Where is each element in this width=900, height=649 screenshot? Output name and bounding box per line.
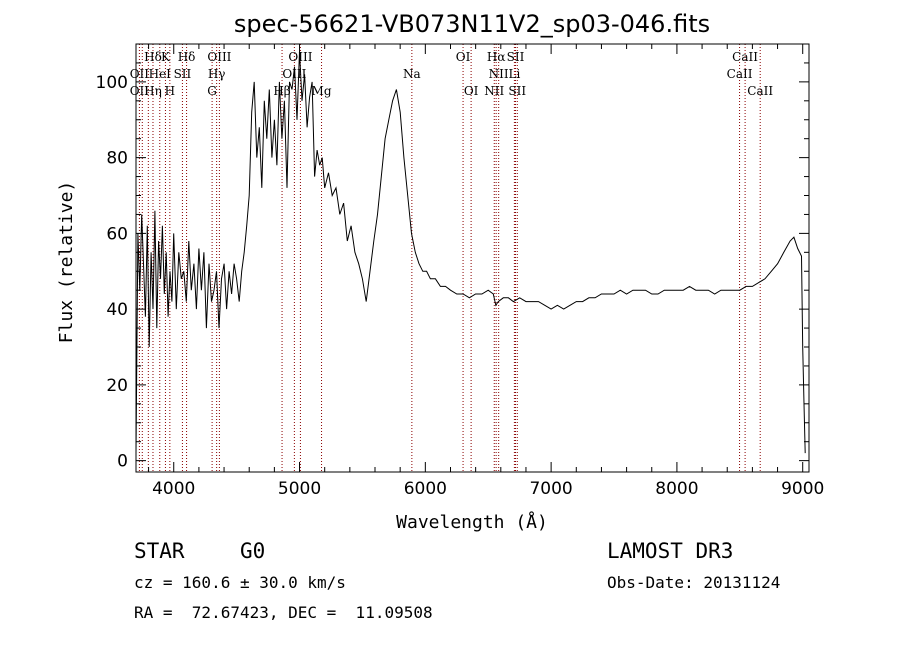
line-label-lines_row2-1: HeI [149,67,172,81]
y-tick-label-5: 100 [96,73,128,93]
y-axis-label: Flux (relative) [56,181,77,344]
line-label-lines_row2-6: NII [489,67,509,81]
ra-dec: RA = 72.67423, DEC = 11.09508 [134,603,433,622]
line-label-lines_row3-5: Mg [312,84,332,98]
line-label-lines_row2-4: OIII [282,67,306,81]
spectrum-chart: spec-56621-VB073N11V2_sp03-046.fits 4000… [56,10,824,533]
y-tick-label-0: 0 [117,452,128,472]
line-label-lines_row2-8: CaII [727,67,753,81]
line-label-lines_row3-7: NII [484,84,504,98]
object-subclass: G0 [240,539,266,563]
line-label-lines_row1-8: CaII [732,50,758,64]
line-label-lines_row1-6: Hα [487,50,506,64]
survey-name: LAMOST DR3 [607,539,734,563]
x-tick-label-0: 4000 [152,479,195,499]
line-label-lines_row3-8: SII [508,84,526,98]
line-label-lines_row3-9: CaII [747,84,773,98]
line-label-lines_row2-7: Li [508,67,520,81]
line-label-lines_row3-4: Hβ [273,84,290,98]
x-axis-label: Wavelength (Å) [396,511,548,533]
plot-frame [135,43,810,473]
line-label-lines_row3-3: G [207,84,217,98]
line-label-lines_row3-6: OI [464,84,479,98]
obs-date: Obs-Date: 20131124 [607,573,781,592]
line-label-lines_row1-3: OIII [207,50,231,64]
y-tick-label-1: 20 [106,376,128,396]
line-label-lines_row1-5: OI [456,50,471,64]
spectrum-line [135,51,806,454]
line-label-lines_row1-7: SII [507,50,525,64]
x-tick-label-1: 5000 [278,479,321,499]
line-label-lines_row3-0: OII [130,84,150,98]
x-tick-label-2: 6000 [404,479,447,499]
line-label-lines_row1-0: Hδ [144,50,162,64]
y-tick-label-4: 80 [106,149,128,169]
y-tick-label-3: 60 [106,224,128,244]
line-label-lines_row3-2: H [165,84,175,98]
line-label-lines_row2-5: Na [403,67,421,81]
line-label-lines_row1-2: Hδ [178,50,196,64]
y-tick-label-2: 40 [106,300,128,320]
chart-title: spec-56621-VB073N11V2_sp03-046.fits [234,10,710,38]
line-label-lines_row3-1: Hη [144,84,162,98]
axis-ticks: 4000 5000 6000 7000 8000 9000 0 20 40 60 80 100 [96,44,824,499]
line-label-lines_row2-2: SII [174,67,192,81]
x-tick-label-4: 8000 [655,479,698,499]
line-label-lines_row2-0: OII [130,67,150,81]
x-tick-label-3: 7000 [529,479,572,499]
line-label-lines_row2-3: Hγ [208,67,226,81]
line-label-lines_row1-4: OIII [288,50,312,64]
x-tick-label-5: 9000 [781,479,824,499]
spectral-line-markers [138,44,761,472]
object-class: STAR [134,539,185,563]
redshift-cz: cz = 160.6 ± 30.0 km/s [134,573,346,592]
line-label-lines_row1-1: K [161,50,171,64]
